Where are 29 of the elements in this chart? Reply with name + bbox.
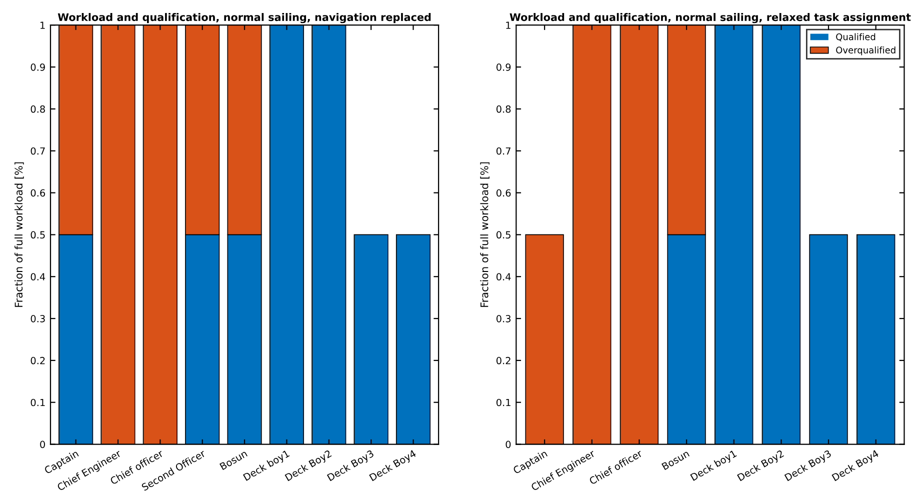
y-tick-label: 0.6 bbox=[30, 189, 46, 197]
y-tick-label: 0.1 bbox=[30, 398, 45, 406]
y-tick-label: 0.5 bbox=[30, 231, 45, 239]
y-tick-label: 0.6 bbox=[496, 189, 511, 197]
x-tick-label: Deck boy1 bbox=[690, 450, 738, 483]
y-tick-label: 0.5 bbox=[496, 231, 510, 239]
y-axis-title: Fraction of full workload [%] bbox=[480, 162, 490, 307]
y-tick-label: 0.1 bbox=[496, 398, 510, 406]
y-tick-label: 0.9 bbox=[496, 63, 511, 71]
chart-title: Workload and qualification, normal sailing, relaxed task assignment bbox=[510, 13, 911, 24]
y-tick-label: 0.7 bbox=[30, 147, 45, 155]
y-tick-label: 0.2 bbox=[30, 356, 45, 364]
y-tick-label: 0.3 bbox=[30, 314, 45, 322]
chart-title: Workload and qualification, normal sailing, navigation replaced bbox=[58, 13, 431, 24]
y-tick-label: 0.4 bbox=[30, 273, 46, 280]
y-tick-label: 0 bbox=[40, 440, 45, 448]
y-tick-label: 1 bbox=[506, 22, 510, 29]
legend-label: Qualified bbox=[836, 33, 876, 42]
y-tick-label: 0 bbox=[506, 440, 511, 448]
y-tick-label: 1 bbox=[40, 22, 45, 29]
y-axis-title: Fraction of full workload [%] bbox=[14, 162, 24, 307]
y-tick-label: 0.2 bbox=[496, 356, 510, 364]
y-tick-label: 0.4 bbox=[496, 273, 511, 280]
y-tick-label: 0.3 bbox=[496, 314, 511, 322]
legend-label: Overqualified bbox=[836, 46, 896, 56]
y-tick-label: 0.8 bbox=[496, 105, 511, 113]
y-tick-label: 0.9 bbox=[30, 63, 45, 71]
y-tick-label: 0.7 bbox=[496, 147, 510, 155]
y-tick-label: 0.8 bbox=[30, 105, 45, 113]
